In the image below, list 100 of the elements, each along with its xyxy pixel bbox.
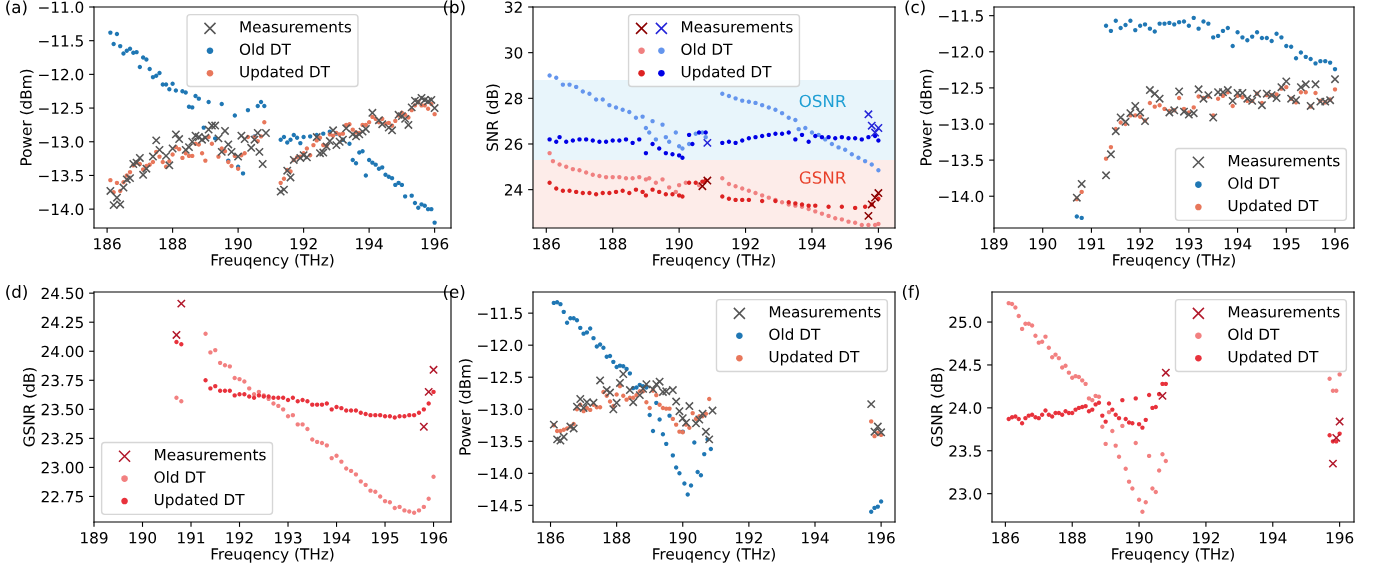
y-tick-label: −12.5 (939, 82, 983, 94)
x-tick-label: 190 (1029, 237, 1057, 250)
x-axis-title: Freuqency (THz) (653, 547, 775, 563)
x-tick-label: 194 (1259, 531, 1287, 544)
chart-title: (a) (6, 0, 27, 16)
x-tick-label: 196 (420, 531, 448, 544)
y-tick-label: 28 (504, 92, 523, 105)
x-tick-label: 195 (1273, 237, 1300, 250)
y-tick-label: −13.5 (39, 169, 83, 182)
y-tick-label: 24.25 (41, 316, 83, 329)
y-tick-label: 22.75 (41, 490, 83, 503)
x-tick-label: 189 (81, 531, 108, 544)
x-tick-label: 188 (159, 237, 187, 250)
x-tick-label: 196 (1322, 237, 1349, 250)
x-tick-label: 194 (799, 237, 826, 250)
y-tick-label: −11.5 (39, 35, 83, 47)
y-tick-label: 24 (504, 184, 523, 196)
legend-label: Measurements (769, 306, 881, 318)
x-axis-title: Freuqency (THz) (211, 547, 334, 563)
y-tick-label: −14.0 (939, 190, 984, 203)
y-tick-label: 24.5 (949, 359, 981, 371)
y-tick-label: 23.5 (949, 445, 981, 457)
y-axis-title: GSNR (dB) (22, 368, 37, 447)
x-tick-label: 186 (537, 531, 565, 544)
x-tick-label: 193 (1175, 237, 1203, 250)
legend-label: Old DT (769, 328, 821, 340)
x-tick-label: 191 (1078, 237, 1105, 250)
x-tick-label: 189 (981, 237, 1008, 250)
x-tick-label: 192 (732, 237, 759, 250)
x-tick-label: 193 (275, 531, 302, 544)
x-tick-label: 188 (1059, 531, 1086, 544)
y-tick-label: −12.5 (478, 371, 522, 384)
chart-title: (d) (6, 285, 27, 300)
x-axis-title: Freuqency (THz) (1112, 547, 1234, 563)
x-tick-label: 192 (290, 237, 317, 250)
chart-title: (c) (905, 0, 925, 16)
y-tick-label: 25.0 (949, 316, 982, 329)
y-axis-title: SNR (dB) (486, 84, 500, 151)
y-tick-label: 23.0 (949, 488, 982, 500)
y-tick-label: −14.0 (478, 467, 523, 480)
legend-label: Updated DT (154, 493, 245, 509)
x-tick-label: 192 (735, 531, 762, 544)
legend-label: Old DT (1228, 177, 1280, 189)
y-axis-title: Power (dBm) (19, 69, 34, 166)
y-tick-label: 26 (504, 138, 523, 151)
legend-label: Old DT (1228, 328, 1280, 340)
legend-label: Old DT (154, 471, 206, 483)
x-tick-label: 186 (94, 237, 121, 250)
legend-label: Measurements (1228, 306, 1340, 318)
y-tick-label: −13.0 (939, 118, 984, 131)
y-axis-title: GSNR (dB) (930, 368, 945, 447)
y-tick-label: −12.0 (39, 68, 84, 81)
band-label: OSNR (799, 94, 846, 108)
band-label: GSNR (799, 171, 846, 184)
legend-label: Updated DT (1228, 199, 1319, 215)
y-tick-label: −14.0 (39, 203, 84, 216)
y-tick-label: 30 (505, 47, 523, 59)
legend-label: Measurements (682, 21, 793, 33)
y-tick-label: 23.00 (41, 461, 84, 474)
x-tick-label: 191 (178, 531, 205, 544)
y-axis-title: Power (dBm) (919, 69, 934, 166)
y-tick-label: −13.0 (478, 403, 523, 416)
y-tick-label: 23.75 (41, 374, 83, 387)
x-tick-label: 190 (129, 531, 157, 544)
y-tick-label: −11.0 (39, 1, 84, 14)
x-axis-title: Freuqency (THz) (1113, 253, 1235, 269)
legend-label: Updated DT (240, 65, 331, 81)
x-tick-label: 188 (603, 531, 631, 544)
x-tick-label: 196 (868, 531, 895, 544)
y-tick-label: −13.5 (478, 435, 522, 448)
chart-title: (b) (443, 0, 465, 16)
x-tick-label: 190 (669, 531, 697, 544)
x-tick-label: 194 (1224, 237, 1252, 250)
chart-title: (e) (443, 285, 465, 300)
x-tick-label: 190 (225, 237, 252, 250)
x-axis-title: Freuqency (THz) (653, 253, 775, 269)
y-tick-label: −13.5 (939, 154, 983, 167)
x-tick-label: 195 (372, 531, 399, 544)
legend-label: Old DT (681, 43, 733, 55)
y-tick-label: −14.5 (478, 500, 522, 512)
x-tick-label: 190 (666, 237, 693, 250)
x-tick-label: 194 (356, 237, 383, 250)
x-tick-label: 186 (992, 531, 1019, 544)
legend-label: Measurements (240, 21, 352, 33)
y-tick-label: −12.5 (39, 102, 83, 115)
y-tick-label: −12.0 (939, 46, 984, 58)
y-tick-label: −13.0 (39, 136, 84, 148)
y-tick-label: 23.25 (41, 432, 83, 445)
x-tick-label: 186 (533, 237, 560, 250)
legend-label: Measurements (1228, 155, 1340, 167)
legend-label: Measurements (155, 449, 266, 461)
y-axis-title: Power (dBm) (458, 359, 473, 455)
x-tick-label: 194 (323, 531, 351, 544)
y-tick-label: −12.0 (478, 339, 523, 352)
legend-label: Old DT (239, 43, 291, 55)
y-tick-label: 24.50 (41, 287, 84, 300)
legend-label: Updated DT (1228, 350, 1319, 366)
x-tick-label: 188 (599, 237, 627, 250)
y-tick-label: 23.50 (41, 403, 84, 416)
x-tick-label: 196 (421, 237, 449, 250)
